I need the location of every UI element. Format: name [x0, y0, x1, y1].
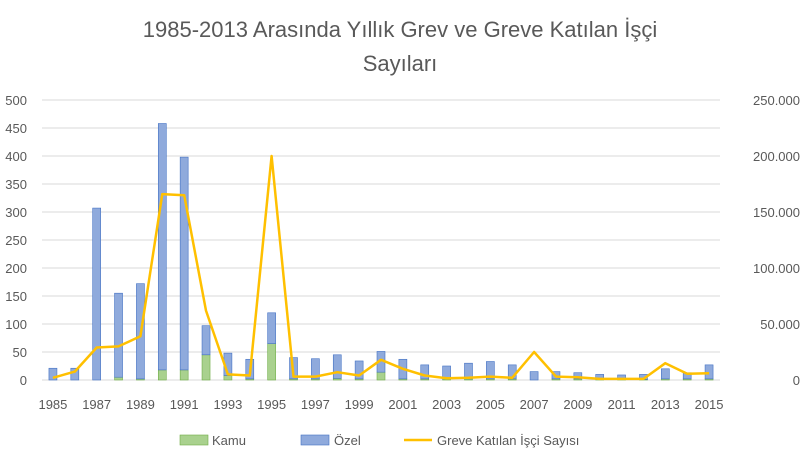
- bar-kamu: [114, 376, 123, 381]
- left-axis-ticks: 0 50 100 150 200 250 300 350 400 450 500: [5, 93, 27, 388]
- bar-kamu: [157, 369, 167, 381]
- legend-swatch-kamu: [179, 434, 209, 446]
- legend-label-kamu: Kamu: [212, 433, 246, 448]
- x-axis-tick-label: 2011: [608, 397, 636, 412]
- bar-kamu: [376, 371, 386, 381]
- bar-ozel: [179, 156, 189, 371]
- bar-kamu: [267, 343, 276, 381]
- left-axis-tick-label: 450: [5, 121, 27, 136]
- x-axis-tick-label: 1995: [257, 397, 286, 412]
- x-axis-tick-label: 1989: [126, 397, 155, 412]
- left-axis-tick-label: 50: [13, 345, 27, 360]
- bar-ozel: [267, 312, 276, 344]
- line-series-greve-katilan: [52, 154, 710, 381]
- right-axis-tick-label: 150.000: [753, 205, 800, 220]
- left-axis-tick-label: 350: [5, 177, 27, 192]
- x-axis-tick-label: 1987: [82, 397, 111, 412]
- right-axis-tick-label: 250.000: [753, 93, 800, 108]
- right-axis-tick-label: 100.000: [753, 261, 800, 276]
- x-axis-tick-label: 2005: [476, 397, 505, 412]
- bar-ozel: [201, 325, 211, 356]
- left-axis-tick-label: 0: [20, 373, 27, 388]
- left-axis-tick-label: 100: [5, 317, 27, 332]
- bar-kamu: [201, 354, 211, 381]
- left-axis-tick-label: 400: [5, 149, 27, 164]
- left-axis-tick-label: 150: [5, 289, 27, 304]
- x-axis-tick-label: 1997: [301, 397, 330, 412]
- line-series-group: [52, 154, 710, 381]
- bar-ozel: [311, 358, 320, 380]
- left-axis-tick-label: 300: [5, 205, 27, 220]
- bar-ozel: [354, 360, 364, 380]
- bar-ozel: [92, 207, 101, 381]
- right-axis-tick-label: 0: [793, 373, 800, 388]
- bar-ozel: [420, 364, 430, 380]
- chart-title-line-2: Sayıları: [363, 51, 438, 76]
- bar-ozel: [573, 372, 583, 380]
- legend-label-greve: Greve Katılan İşçi Sayısı: [437, 433, 579, 448]
- legend-label-ozel: Özel: [334, 433, 361, 448]
- bar-ozel: [661, 368, 670, 380]
- bar-ozel: [332, 354, 342, 379]
- x-axis-tick-label: 1991: [170, 397, 199, 412]
- bar-kamu: [179, 369, 189, 381]
- x-axis-tick-label: 2003: [432, 397, 461, 412]
- x-axis-ticks: 1985 1987 1989 1991 1993 1995 1997 1999 2001 2003…: [38, 397, 723, 412]
- chart-title-line-1: 1985-2013 Arasında Yıllık Grev ve Greve …: [143, 17, 657, 42]
- legend-swatch-ozel: [300, 434, 330, 446]
- bar-series-group: [48, 123, 714, 381]
- left-axis-tick-label: 500: [5, 93, 27, 108]
- legend: Kamu Özel Greve Katılan İşçi Sayısı: [179, 433, 579, 448]
- bar-kamu: [223, 375, 233, 381]
- x-axis-tick-label: 2001: [388, 397, 417, 412]
- x-axis-tick-label: 1993: [213, 397, 242, 412]
- bar-ozel: [48, 367, 58, 381]
- bar-ozel: [157, 123, 167, 371]
- right-axis-tick-label: 50.000: [760, 317, 800, 332]
- x-axis-tick-label: 2015: [695, 397, 724, 412]
- bar-ozel: [114, 292, 123, 378]
- left-axis-tick-label: 200: [5, 261, 27, 276]
- x-axis-tick-label: 2013: [651, 397, 680, 412]
- x-axis-tick-label: 2009: [563, 397, 592, 412]
- bar-ozel: [529, 371, 539, 381]
- bar-ozel: [70, 367, 80, 381]
- bar-ozel: [486, 361, 495, 380]
- x-axis-tick-label: 1985: [38, 397, 67, 412]
- bar-ozel: [704, 364, 714, 380]
- right-axis-ticks: 0 50.000 100.000 150.000 200.000 250.000: [753, 93, 800, 388]
- x-axis-tick-label: 1999: [345, 397, 374, 412]
- right-axis-tick-label: 200.000: [753, 149, 800, 164]
- x-axis-tick-label: 2007: [520, 397, 549, 412]
- left-axis-tick-label: 250: [5, 233, 27, 248]
